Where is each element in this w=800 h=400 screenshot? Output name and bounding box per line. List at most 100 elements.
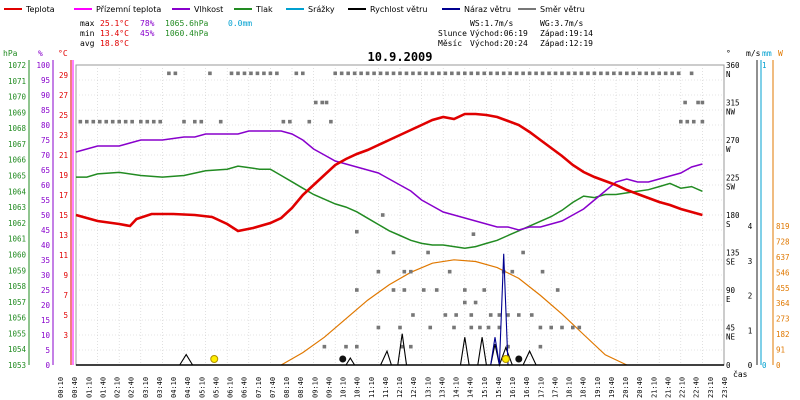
w-tick-label: 364 [776,299,790,308]
pct-tick-label: 75 [41,136,50,145]
wind-dir-point [683,100,687,105]
wind-dir-point [517,313,521,317]
x-tick-label: 18:40 [580,377,588,398]
moonset-marker [339,355,347,363]
wind-dir-point [605,71,610,76]
ms-tick-label: 4 [748,222,753,231]
stat-press: 1060.4hPa [165,29,209,38]
hpa-tick-label: 1072 [8,61,26,70]
legend: Teplota Přízemní teplota Vlhkost Tlak Srážky… [4,5,585,14]
wind-dir-point [229,71,234,76]
temp-tick-label: 11 [59,251,68,260]
wind-dir-point [85,119,89,124]
wind-dir-point [199,119,204,124]
x-tick-label: 02:40 [128,377,136,398]
dir-tick-label: 180 [726,211,740,220]
wind-dir-point [482,71,487,76]
stat-press: 1065.6hPa [165,19,209,28]
hpa-tick-label: 1069 [8,108,26,117]
temp-tick-label: 19 [59,171,68,180]
temp-tick-label: 9 [63,271,68,280]
wind-dir-point [463,300,467,305]
w-tick-label: 819 [776,222,790,231]
ms-tick-label: 1 [748,326,753,335]
wind-dir-point [344,344,348,349]
wind-dir-point [471,232,476,236]
wind-dir-point [560,325,564,330]
x-tick-label: 22:40 [693,377,701,398]
wind-dir-point [555,288,560,292]
wind-dir-point [437,71,441,76]
hpa-tick-label: 1058 [8,282,27,291]
x-tick-label: 19:10 [594,377,602,398]
solar-line [280,259,628,366]
pct-tick-label: 40 [41,241,51,250]
x-tick-label: 21:10 [650,377,658,398]
wind-dir-point [540,71,545,76]
wind-dir-point [700,100,705,105]
legend-label: Srážky [308,5,335,14]
wind-dir-point [352,71,357,76]
dir-tick-label: 315 [726,99,740,108]
wind-dir-point [130,119,134,124]
wind-dir-point [218,119,223,124]
wind-dir-point [689,71,694,76]
wind-dir-point [424,71,428,76]
x-tick-label: 01:40 [99,377,107,398]
x-tick-label: 15:10 [481,377,489,398]
dir-tick-compass: S [726,220,731,229]
legend-label: Směr větru [540,5,585,14]
wind-dir-point [167,71,171,76]
x-tick-label: 18:10 [566,377,574,398]
stat-sun-set: Západ:19:14 [540,29,593,38]
wind-dir-point [355,229,359,234]
stat-label: avg [80,39,95,48]
humidity-line [75,130,703,231]
wind-dir-point [547,71,551,76]
x-tick-label: 09:40 [325,377,333,398]
wind-dir-point [409,269,413,274]
wind-dir-point [650,71,655,76]
wind-dir-point [430,71,435,76]
wind-dir-point [579,71,584,76]
x-tick-label: 23:10 [707,377,715,398]
wind-dir-point [540,269,545,274]
wind-dir-point [275,71,279,76]
wind-dir-point [538,325,543,330]
wind-dir-point [355,344,359,349]
wind-dir-point [553,71,558,76]
x-tick-label: 10:40 [354,377,362,398]
wind-dir-point [421,288,426,292]
ms-tick-label: 3 [748,257,753,266]
pct-tick-label: 30 [41,271,51,280]
pressure-line [76,165,703,249]
pct-tick-label: 45 [41,226,50,235]
wind-dir-point [91,119,96,124]
wind-dir-point [262,71,266,76]
x-tick-label: 00:40 [71,377,79,398]
dir-tick-compass: E [726,295,731,304]
hpa-axis-unit: hPa [3,49,18,58]
wind-dir-point [488,313,493,317]
temp-tick-label: 29 [59,71,68,80]
wind-dir-point [521,71,525,76]
x-tick-label: 12:40 [410,377,418,398]
wind-dir-point [208,71,212,76]
wind-dir-point [488,71,493,76]
x-tick-label: 23:40 [721,377,729,398]
wind-dir-point [482,288,487,292]
x-tick-label: 11:10 [368,377,376,398]
pct-tick-label: 25 [41,286,50,295]
wind-dir-point [501,269,506,274]
stat-temp: 25.1°C [100,19,129,28]
wind-dir-point [322,344,327,349]
x-tick-label: 16:40 [523,377,531,398]
hpa-tick-label: 1065 [8,172,26,181]
wind-speed-line [76,333,724,367]
pct-tick-label: 85 [41,106,50,115]
wind-dir-point [123,119,128,124]
x-tick-label: 17:40 [551,377,559,398]
temp-tick-label: 27 [59,91,68,100]
stat-label: min [80,29,95,38]
wind-dir-point [398,71,402,76]
